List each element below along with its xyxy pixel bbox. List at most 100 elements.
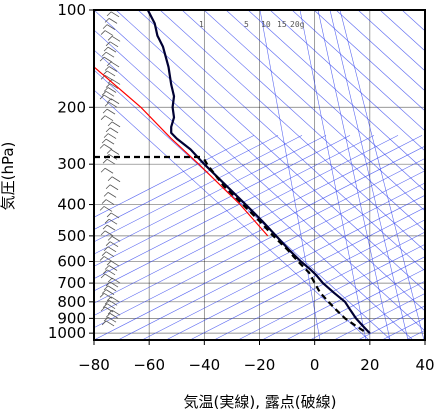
- wind-barb-shaft: [105, 51, 115, 58]
- wind-barb-shaft: [106, 70, 116, 77]
- wind-barb: [101, 90, 115, 97]
- x-axis-label: 気温(実線), 露点(破線): [184, 393, 337, 411]
- moist-adiabat-line: [203, 10, 425, 212]
- wind-barb: [101, 138, 115, 145]
- wind-barb-flag: [104, 66, 110, 71]
- dry-adiabat-line: [213, 231, 425, 340]
- x-tick-label: 20: [360, 356, 379, 374]
- wind-barb-flag: [106, 11, 112, 17]
- wind-barb-shaft: [103, 206, 113, 212]
- wind-barb: [103, 87, 117, 93]
- wind-barb-shaft: [109, 127, 119, 134]
- wind-barb: [102, 269, 116, 276]
- wind-barb: [103, 316, 117, 323]
- wind-barb-shaft: [109, 41, 119, 48]
- x-tick-label: −20: [244, 356, 276, 374]
- y-tick-label: 700: [57, 274, 86, 292]
- dry-adiabat-line: [94, 135, 399, 292]
- wind-barb-flag: [107, 121, 113, 127]
- dry-adiabat-line: [94, 158, 425, 329]
- wind-barb: [103, 246, 117, 253]
- wind-barb: [106, 212, 120, 219]
- y-axis-label: 気圧(hPa): [0, 142, 17, 211]
- x-tick-label: −80: [78, 356, 110, 374]
- x-tick-label: 40: [415, 356, 434, 374]
- wind-barb-flag: [100, 230, 106, 236]
- wind-barb-flag: [102, 108, 108, 114]
- wind-barb-shaft: [110, 296, 120, 303]
- wind-barb-shaft: [111, 79, 121, 85]
- wind-barb: [102, 24, 116, 30]
- wind-barb-shaft: [106, 303, 116, 310]
- wind-barb: [107, 121, 121, 128]
- reference-line: [94, 66, 269, 237]
- dry-adiabat-line: [94, 135, 327, 255]
- y-tick-label: 900: [57, 309, 86, 327]
- wind-barb: [106, 11, 120, 18]
- y-tick-label: 300: [57, 155, 86, 173]
- dry-adiabat-line: [309, 280, 425, 340]
- mixing-ratio-label: 1: [199, 20, 204, 29]
- wind-barb: [102, 224, 116, 231]
- wind-barb-flag: [105, 41, 111, 47]
- wind-barb-shaft: [110, 61, 120, 68]
- wind-barb-flag: [103, 133, 109, 138]
- y-tick-label: 400: [57, 196, 86, 214]
- sounding-profiles: [94, 10, 371, 335]
- wind-barb: [107, 277, 121, 284]
- x-tick-label: −40: [189, 356, 221, 374]
- wind-barb-flag: [102, 224, 108, 230]
- wind-barb-flag: [104, 101, 110, 107]
- wind-barb-shaft: [109, 313, 119, 319]
- wind-barb-flag: [107, 309, 113, 315]
- wind-barb-shaft: [111, 176, 121, 183]
- wind-barb-flag: [99, 144, 105, 149]
- dry-adiabat-line: [117, 182, 425, 340]
- dry-adiabat-line: [94, 135, 255, 218]
- moist-adiabat-line: [94, 49, 414, 340]
- wind-barb-shaft: [109, 281, 119, 288]
- dry-adiabat-line: [141, 194, 425, 340]
- moist-adiabat-line: [313, 10, 425, 112]
- dry-adiabat-line: [94, 135, 303, 243]
- wind-barb-shaft: [106, 158, 116, 165]
- wind-barb-shaft: [107, 246, 117, 253]
- wind-barb-flag: [104, 300, 110, 305]
- wind-barb-flag: [105, 184, 111, 190]
- wind-barb-flag: [100, 306, 106, 312]
- wind-barb-shaft: [110, 260, 120, 267]
- wind-barb: [99, 144, 113, 150]
- wind-barb-flag: [99, 292, 105, 298]
- dry-adiabat-line: [94, 135, 351, 267]
- wind-barb: [103, 192, 117, 198]
- wind-barb: [105, 281, 119, 288]
- mixing-ratio-line: [259, 10, 321, 340]
- moist-adiabat-line: [225, 10, 425, 192]
- mixing-ratio-line: [317, 10, 391, 340]
- wind-barb: [100, 306, 114, 313]
- wind-barb-shaft: [111, 309, 121, 316]
- wind-barb-shaft: [104, 306, 114, 313]
- moist-adiabat-line: [357, 10, 425, 72]
- wind-barb-shaft: [111, 121, 121, 128]
- wind-barb-shaft: [105, 199, 115, 205]
- wind-barb-flag: [106, 98, 112, 104]
- wind-barb-shaft: [107, 192, 117, 198]
- wind-barb-flag: [106, 61, 112, 67]
- x-tick-label: 0: [310, 356, 320, 374]
- wind-barb-shaft: [105, 320, 115, 327]
- wind-barb-flag: [103, 316, 109, 322]
- wind-barb: [104, 299, 118, 306]
- wind-barb-flag: [105, 83, 111, 88]
- wind-barb-shaft: [110, 11, 120, 18]
- wind-barb: [104, 265, 118, 271]
- mixing-ratio-line: [339, 10, 425, 340]
- wind-barb-flag: [100, 115, 106, 120]
- moist-adiabat-line: [115, 10, 425, 292]
- wind-barb: [101, 320, 115, 327]
- wind-barb: [105, 127, 119, 134]
- wind-barb: [105, 41, 119, 48]
- wind-barb-flag: [105, 127, 111, 133]
- wind-barb-shaft: [105, 90, 115, 97]
